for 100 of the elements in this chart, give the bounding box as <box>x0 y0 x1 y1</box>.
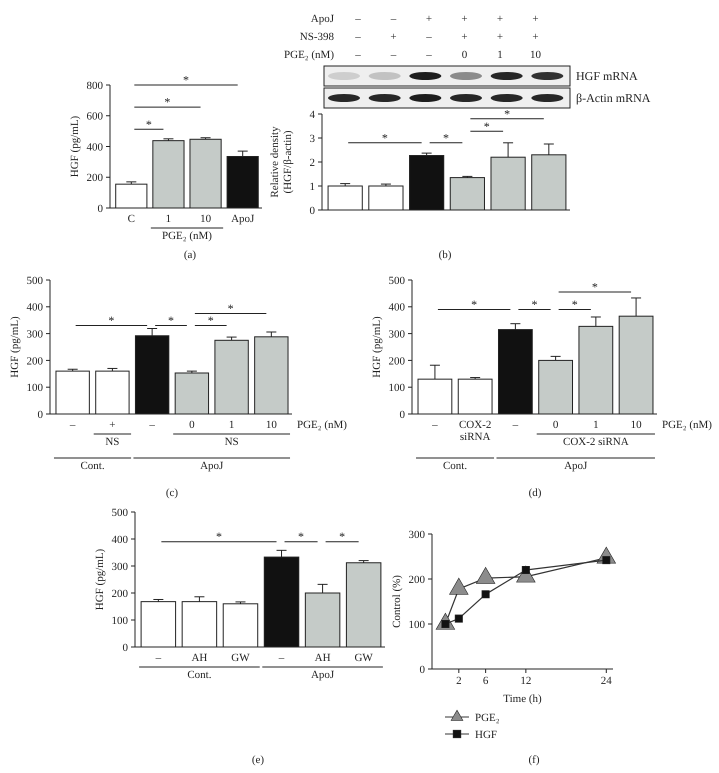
y-tick-label: 200 <box>86 172 104 184</box>
annotation: * <box>572 297 578 312</box>
x-tick-label: AH <box>314 652 331 664</box>
x-tick-label: 12 <box>520 675 532 687</box>
text: Cont. <box>187 669 212 681</box>
y-axis-title: HGF (pg/mL) <box>371 316 383 378</box>
y-tick-label: 0 <box>310 204 316 217</box>
text: β-Actin mRNA <box>576 91 651 105</box>
text: + <box>496 31 504 43</box>
text: + <box>426 13 432 25</box>
annotation: * <box>592 280 598 294</box>
x-tick-label: 1 <box>228 419 234 431</box>
x-tick-label: – <box>278 652 285 664</box>
text: ApoJ <box>310 13 335 25</box>
annotation: * <box>339 530 346 544</box>
x-tick-label: – <box>512 419 519 431</box>
text: Cont. <box>80 460 105 472</box>
annotation: * <box>532 297 538 312</box>
annotation: * <box>208 314 214 328</box>
x-tick-label: 1 <box>593 419 599 431</box>
text: 1 <box>497 49 503 61</box>
x-tick-label: + <box>109 419 116 431</box>
y-tick-label: 300 <box>112 560 128 573</box>
text: (f) <box>528 754 540 766</box>
x-tick-label: – <box>154 652 162 664</box>
x-tick-label: 24 <box>600 675 612 687</box>
annotation: * <box>382 130 388 145</box>
y-tick-label: 300 <box>388 328 406 340</box>
text: – <box>425 31 432 43</box>
x-axis-title: Time (h) <box>503 693 542 705</box>
y-tick-label: 400 <box>388 302 406 314</box>
text: + <box>496 13 504 25</box>
legend-label: HGF <box>475 728 498 741</box>
y-axis-title: Control (%) <box>391 574 403 628</box>
y-tick-label: 100 <box>112 614 128 627</box>
y-tick-label: 300 <box>26 328 44 340</box>
annotation: * <box>484 119 490 134</box>
text: PGE₂ (nM) <box>162 230 212 242</box>
y-tick-label: 0 <box>38 408 44 421</box>
y-tick-label: 600 <box>86 110 104 123</box>
annotation: * <box>443 130 449 145</box>
text: ApoJ <box>200 460 224 472</box>
x-tick-label: 0 <box>189 419 196 431</box>
y-tick-label: 100 <box>26 382 44 394</box>
annotation: * <box>146 117 152 132</box>
text: PGE₂ (nM) <box>284 49 334 61</box>
x-tick-label: – <box>431 419 438 431</box>
y-tick-label: 1 <box>310 180 315 193</box>
text: PGE₂ (nM) <box>662 419 712 431</box>
x-tick-label: 2 <box>456 675 462 687</box>
text: + <box>532 13 539 25</box>
text: – <box>354 49 362 61</box>
y-tick-label: 400 <box>112 534 128 546</box>
text: (a) <box>184 249 196 261</box>
annotation: * <box>216 530 222 544</box>
text: – <box>390 13 397 25</box>
text: NS <box>224 436 239 448</box>
text: + <box>461 31 468 43</box>
x-tick-label: AH <box>191 652 208 664</box>
text: PGE₂ (nM) <box>297 419 348 431</box>
text: Cont. <box>442 460 468 472</box>
y-tick-label: 0 <box>420 664 426 676</box>
y-tick-label: 500 <box>26 274 44 287</box>
annotation: * <box>168 314 174 328</box>
y-tick-label: 200 <box>408 574 426 586</box>
y-tick-label: 200 <box>388 355 406 368</box>
x-tick-label: 6 <box>482 675 489 687</box>
x-tick-label: 0 <box>552 419 559 431</box>
legend-label: PGE₂ <box>475 712 500 724</box>
text: HGF mRNA <box>576 69 638 83</box>
y-tick-label: 400 <box>86 141 104 154</box>
annotation: * <box>183 73 189 87</box>
text: COX-2 siRNA <box>562 436 629 448</box>
x-tick-label: ApoJ <box>231 213 256 225</box>
text: – <box>390 49 397 61</box>
text: – <box>354 31 362 43</box>
text: (d) <box>528 487 542 499</box>
text: 10 <box>530 49 542 61</box>
annotation: * <box>504 106 510 121</box>
text: – <box>354 13 362 25</box>
text: 0 <box>462 49 468 61</box>
y-tick-label: 200 <box>26 355 44 368</box>
x-tick-label: – <box>148 419 156 431</box>
x-tick-label: – <box>68 419 76 431</box>
y-axis-title: HGF (pg/mL) <box>9 316 21 378</box>
text: NS-398 <box>300 31 334 43</box>
x-tick-label: GW <box>231 652 250 664</box>
text: (c) <box>166 487 178 499</box>
x-tick-label: 10 <box>630 419 642 431</box>
text: (b) <box>438 249 452 261</box>
y-axis-title: HGF (pg/mL) <box>69 115 81 178</box>
annotation: * <box>471 297 478 312</box>
annotation: * <box>298 530 304 544</box>
x-tick-label: COX-2 siRNA <box>458 419 492 443</box>
y-tick-label: 0 <box>122 642 128 654</box>
y-axis-title: Relative density (HGF/β-actin) <box>269 126 294 198</box>
text: ApoJ <box>564 460 588 472</box>
y-tick-label: 100 <box>388 382 406 394</box>
y-tick-label: 500 <box>112 506 128 519</box>
y-tick-label: 200 <box>112 588 128 600</box>
